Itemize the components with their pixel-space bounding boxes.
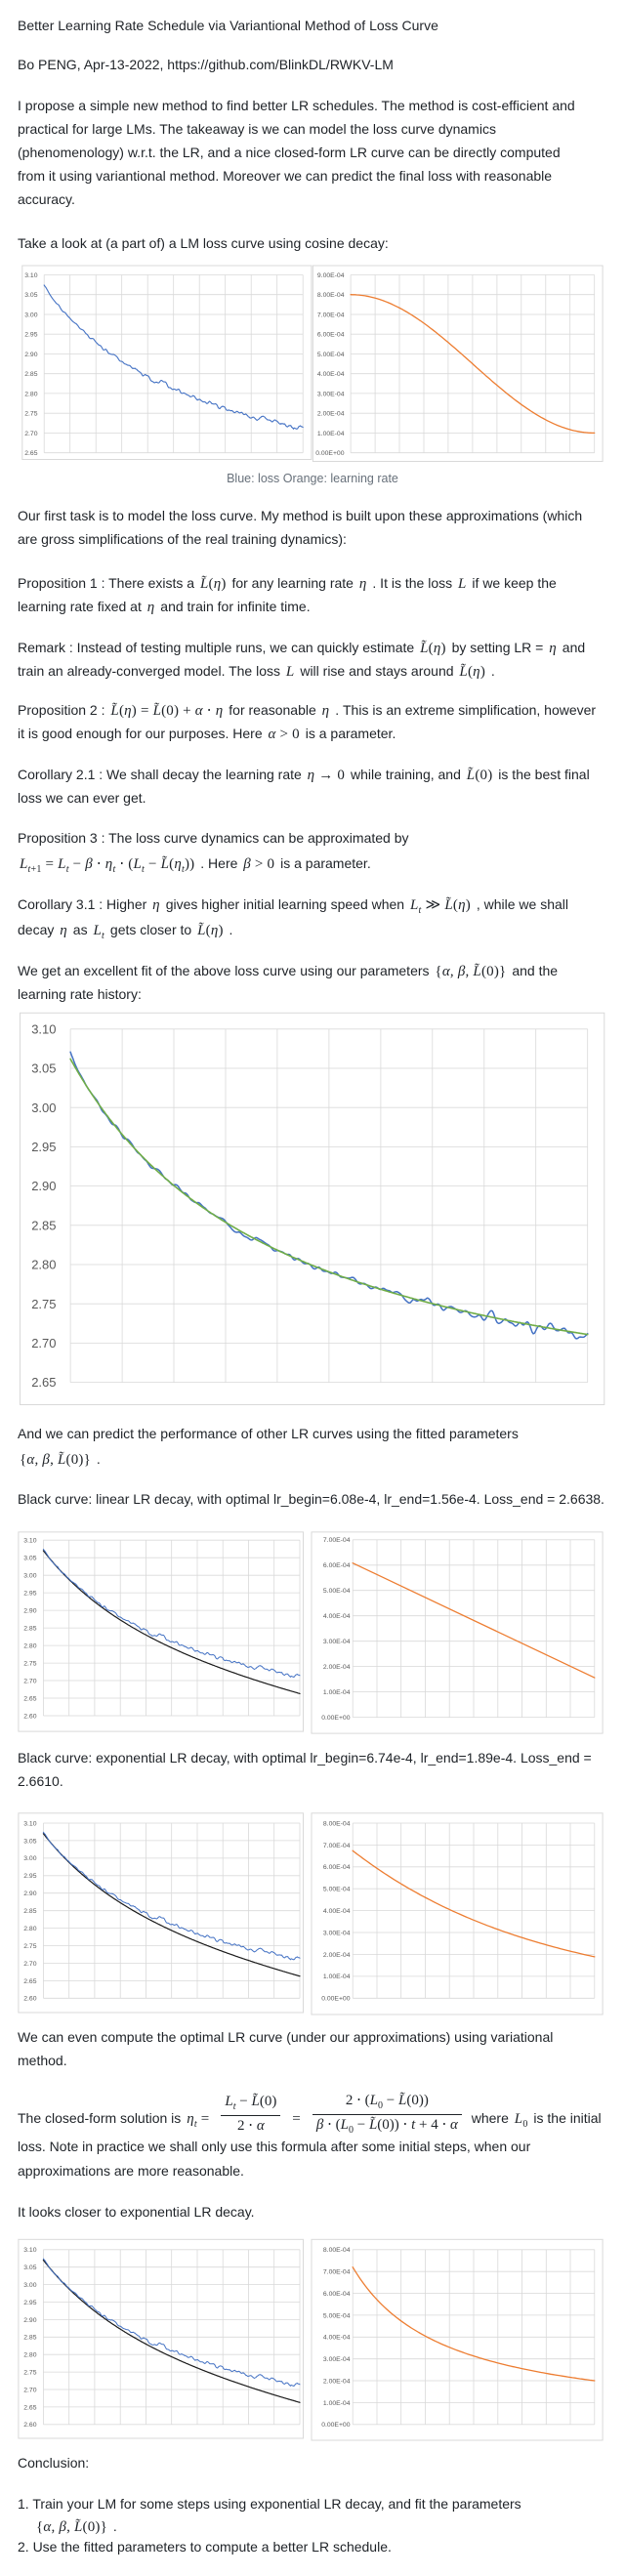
svg-text:2.60: 2.60 xyxy=(23,1996,36,2003)
svg-text:2.95: 2.95 xyxy=(24,332,37,339)
svg-text:2.90: 2.90 xyxy=(23,2317,36,2324)
svg-text:3.00E-04: 3.00E-04 xyxy=(317,391,345,397)
svg-text:3.00: 3.00 xyxy=(24,312,37,318)
svg-text:2.75: 2.75 xyxy=(23,1943,36,1950)
svg-text:2.80: 2.80 xyxy=(31,1258,56,1272)
svg-text:4.00E-04: 4.00E-04 xyxy=(323,2335,351,2342)
svg-text:9.00E-04: 9.00E-04 xyxy=(317,272,345,279)
svg-text:3.05: 3.05 xyxy=(23,2264,36,2271)
svg-text:8.00E-04: 8.00E-04 xyxy=(323,2247,351,2254)
svg-text:0.00E+00: 0.00E+00 xyxy=(321,1996,351,2003)
svg-text:7.00E-04: 7.00E-04 xyxy=(323,1537,351,1544)
svg-text:3.10: 3.10 xyxy=(23,2247,36,2254)
svg-text:6.00E-04: 6.00E-04 xyxy=(323,1562,351,1569)
svg-text:1.00E-04: 1.00E-04 xyxy=(323,2400,351,2407)
svg-text:6.00E-04: 6.00E-04 xyxy=(317,332,345,339)
svg-text:2.65: 2.65 xyxy=(31,1375,56,1390)
svg-text:2.65: 2.65 xyxy=(23,1978,36,1985)
svg-text:2.80: 2.80 xyxy=(23,1926,36,1932)
svg-text:2.85: 2.85 xyxy=(23,2335,36,2342)
svg-text:2.95: 2.95 xyxy=(23,1873,36,1880)
svg-text:0.00E+00: 0.00E+00 xyxy=(321,2422,351,2429)
svg-text:6.00E-04: 6.00E-04 xyxy=(323,2291,351,2298)
svg-text:2.65: 2.65 xyxy=(23,2404,36,2411)
svg-text:0.00E+00: 0.00E+00 xyxy=(321,1715,351,1722)
svg-text:0.00E+00: 0.00E+00 xyxy=(315,450,345,457)
svg-text:5.00E-04: 5.00E-04 xyxy=(323,1887,351,1893)
svg-text:2.60: 2.60 xyxy=(23,2422,36,2429)
svg-text:3.05: 3.05 xyxy=(31,1061,56,1076)
svg-text:8.00E-04: 8.00E-04 xyxy=(317,292,345,299)
svg-text:2.75: 2.75 xyxy=(24,411,37,418)
svg-text:2.60: 2.60 xyxy=(23,1713,36,1720)
svg-text:3.00: 3.00 xyxy=(31,1101,56,1115)
svg-text:7.00E-04: 7.00E-04 xyxy=(323,1843,351,1849)
svg-text:2.70: 2.70 xyxy=(24,431,37,437)
svg-text:2.75: 2.75 xyxy=(23,2370,36,2377)
svg-text:8.00E-04: 8.00E-04 xyxy=(323,1820,351,1827)
svg-text:2.90: 2.90 xyxy=(31,1179,56,1193)
svg-text:3.10: 3.10 xyxy=(23,1820,36,1827)
svg-text:2.65: 2.65 xyxy=(23,1695,36,1702)
svg-text:3.00E-04: 3.00E-04 xyxy=(323,1930,351,1936)
svg-text:3.05: 3.05 xyxy=(24,292,37,299)
svg-text:4.00E-04: 4.00E-04 xyxy=(323,1908,351,1915)
svg-text:1.00E-04: 1.00E-04 xyxy=(317,431,345,437)
svg-text:3.00: 3.00 xyxy=(23,1573,36,1580)
svg-text:1.00E-04: 1.00E-04 xyxy=(323,1974,351,1980)
svg-text:7.00E-04: 7.00E-04 xyxy=(323,2269,351,2276)
svg-text:2.95: 2.95 xyxy=(23,2300,36,2306)
svg-text:3.10: 3.10 xyxy=(24,272,37,279)
svg-text:6.00E-04: 6.00E-04 xyxy=(323,1864,351,1871)
svg-text:2.90: 2.90 xyxy=(23,1890,36,1897)
svg-text:2.75: 2.75 xyxy=(31,1297,56,1311)
svg-text:5.00E-04: 5.00E-04 xyxy=(323,2312,351,2319)
svg-text:2.00E-04: 2.00E-04 xyxy=(323,1664,351,1671)
svg-text:3.00E-04: 3.00E-04 xyxy=(323,1639,351,1645)
svg-text:2.70: 2.70 xyxy=(23,2387,36,2393)
svg-text:3.00: 3.00 xyxy=(23,2282,36,2289)
svg-text:3.10: 3.10 xyxy=(31,1021,56,1036)
svg-text:3.05: 3.05 xyxy=(23,1556,36,1562)
svg-text:4.00E-04: 4.00E-04 xyxy=(317,371,345,378)
svg-text:3.05: 3.05 xyxy=(23,1838,36,1845)
svg-text:2.85: 2.85 xyxy=(23,1908,36,1915)
svg-text:2.00E-04: 2.00E-04 xyxy=(323,2378,351,2385)
svg-text:2.95: 2.95 xyxy=(31,1140,56,1154)
svg-text:3.00: 3.00 xyxy=(23,1855,36,1862)
svg-text:2.85: 2.85 xyxy=(24,371,37,378)
svg-text:2.00E-04: 2.00E-04 xyxy=(317,411,345,418)
svg-text:2.90: 2.90 xyxy=(23,1608,36,1615)
svg-text:7.00E-04: 7.00E-04 xyxy=(317,312,345,318)
svg-text:2.70: 2.70 xyxy=(23,1961,36,1968)
svg-text:2.85: 2.85 xyxy=(31,1218,56,1232)
svg-text:3.10: 3.10 xyxy=(23,1538,36,1545)
svg-text:2.75: 2.75 xyxy=(23,1660,36,1667)
svg-text:2.95: 2.95 xyxy=(23,1591,36,1598)
svg-text:4.00E-04: 4.00E-04 xyxy=(323,1613,351,1620)
svg-text:2.65: 2.65 xyxy=(24,450,37,457)
svg-text:2.85: 2.85 xyxy=(23,1626,36,1633)
svg-text:2.80: 2.80 xyxy=(23,2352,36,2359)
svg-text:5.00E-04: 5.00E-04 xyxy=(317,352,345,358)
svg-text:2.70: 2.70 xyxy=(23,1678,36,1684)
svg-text:3.00E-04: 3.00E-04 xyxy=(323,2356,351,2363)
svg-text:5.00E-04: 5.00E-04 xyxy=(323,1588,351,1595)
svg-text:2.80: 2.80 xyxy=(23,1643,36,1650)
svg-text:2.70: 2.70 xyxy=(31,1336,56,1350)
svg-text:2.80: 2.80 xyxy=(24,391,37,397)
svg-text:2.90: 2.90 xyxy=(24,352,37,358)
svg-text:2.00E-04: 2.00E-04 xyxy=(323,1952,351,1959)
svg-text:1.00E-04: 1.00E-04 xyxy=(323,1689,351,1696)
